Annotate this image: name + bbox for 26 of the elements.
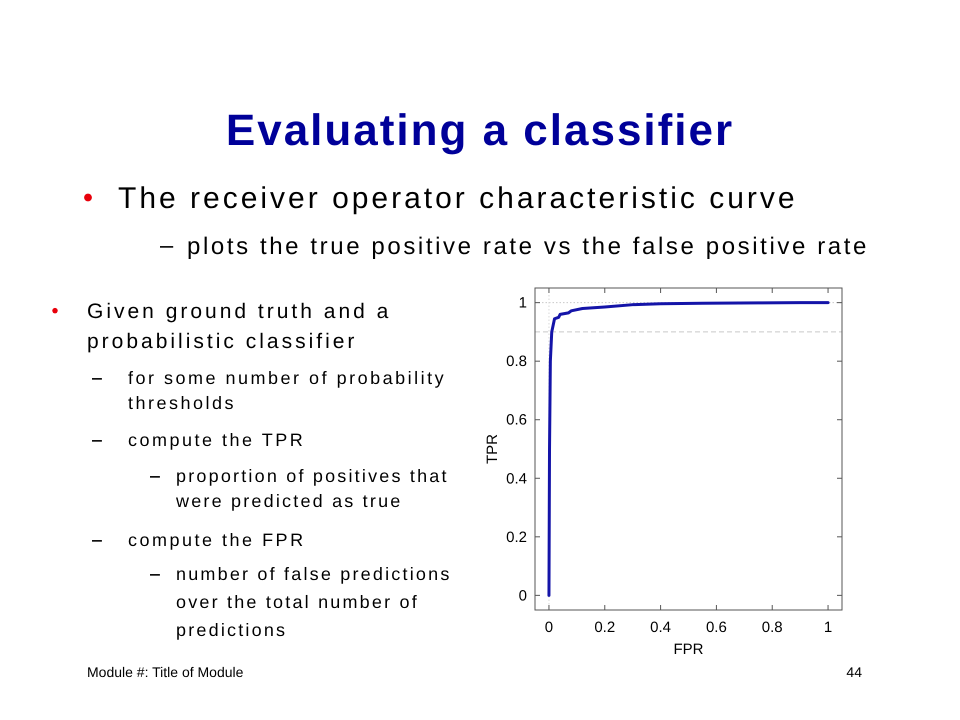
y-tick-label: 0.2 (506, 528, 527, 546)
chart-subtitle: The receiver operator characteristic curve (118, 182, 798, 215)
text: Module #: Title of Module (87, 664, 244, 680)
x-tick-label: 1 (824, 619, 832, 636)
x-tick-label: 0 (544, 619, 554, 636)
text: Given ground truth and a probabilistic classifier (87, 300, 392, 353)
text: proportion of positives that were predicted as true (175, 466, 449, 511)
x-tick-label: 0.6 (706, 619, 727, 636)
x-tick-label: 0.2 (594, 619, 616, 636)
y-tick-label: 0.8 (506, 353, 527, 370)
y-tick-label: 0.6 (506, 412, 527, 429)
x-tick-label: 0.8 (762, 619, 783, 636)
y-tick-label: 0.4 (506, 470, 527, 488)
x-tick-label: 0.4 (650, 619, 672, 636)
y-tick-label: 1 (518, 294, 527, 312)
text: for some number of probability thresholds (128, 368, 446, 413)
text: number of false predictions over the total number of predictions (176, 564, 452, 640)
text: compute the TPR (128, 430, 306, 450)
text: compute the FPR (128, 530, 306, 550)
text: 44 (846, 664, 862, 680)
text: plots the true positive rate vs the false positive rate (187, 233, 869, 260)
x-axis-title: FPR (674, 641, 704, 658)
y-axis-title: TPR (484, 434, 501, 464)
y-tick-label: 0 (518, 587, 527, 604)
chart-title: Evaluating a classifier (226, 106, 734, 155)
line-series (547, 301, 830, 597)
